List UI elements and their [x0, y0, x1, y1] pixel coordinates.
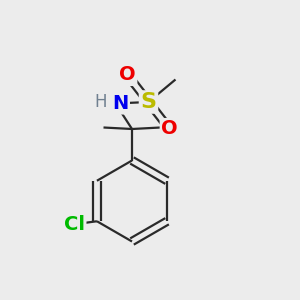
Text: Cl: Cl [64, 215, 85, 234]
Text: O: O [161, 119, 178, 139]
Text: N: N [112, 94, 128, 113]
Text: O: O [119, 65, 136, 85]
Text: H: H [95, 93, 107, 111]
Text: S: S [140, 92, 157, 112]
